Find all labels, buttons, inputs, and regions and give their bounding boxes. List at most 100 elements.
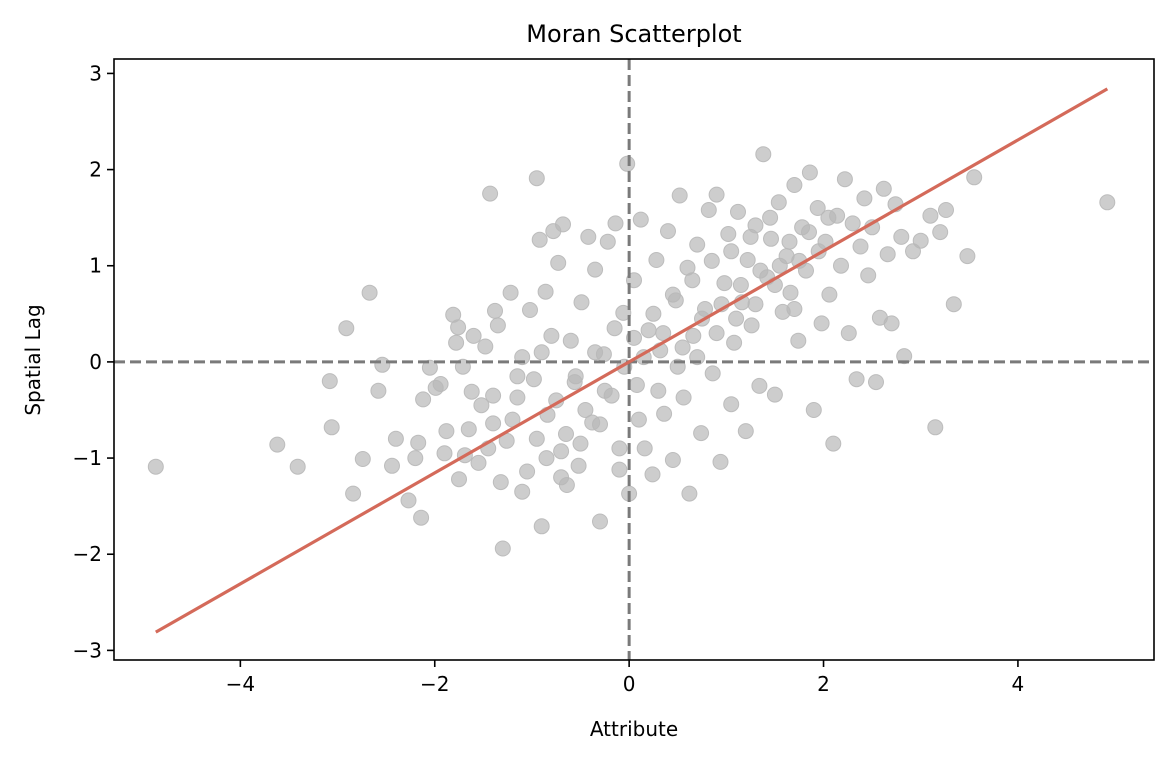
y-tick-label: −2 <box>73 542 102 566</box>
scatter-point <box>410 434 427 451</box>
scatter-point <box>587 261 604 278</box>
scatter-point <box>537 283 554 300</box>
scatter-point <box>766 386 783 403</box>
scatter-point <box>770 194 787 211</box>
scatter-point <box>387 430 404 447</box>
scatter-point <box>321 373 338 390</box>
scatter-point <box>533 518 550 535</box>
scatter-point <box>836 171 853 188</box>
scatter-point <box>1099 194 1116 211</box>
scatter-point <box>786 177 803 193</box>
scatter-point <box>844 215 861 232</box>
scatter-point <box>460 421 477 438</box>
scatter-point <box>599 233 616 250</box>
scatter-point <box>790 332 807 349</box>
fit-line-layer <box>155 87 1109 634</box>
scatter-point <box>592 416 608 433</box>
scatter-point <box>632 211 649 228</box>
scatter-point <box>945 296 962 313</box>
regression-line <box>155 87 1109 634</box>
x-tick-label: 2 <box>817 672 830 696</box>
scatter-point <box>742 228 759 245</box>
scatter-point <box>805 402 822 418</box>
scatter-point <box>656 405 673 422</box>
scatter-point <box>289 458 306 475</box>
scatter-point <box>708 325 725 342</box>
scatter-point <box>147 458 164 475</box>
scatter-point <box>587 344 604 361</box>
scatter-point <box>553 443 570 460</box>
scatter-point <box>421 359 438 376</box>
scatter-point <box>572 435 589 452</box>
x-axis-ticks: −4 −2 0 2 4 <box>226 660 1025 696</box>
scatter-point <box>519 463 536 480</box>
scatter-point <box>840 325 857 342</box>
scatter-point <box>553 469 570 486</box>
scatter-point <box>538 450 555 467</box>
scatter-point <box>752 262 769 279</box>
scatter-point <box>671 187 688 204</box>
scatter-point <box>771 257 788 274</box>
scatter-point <box>650 382 667 399</box>
scatter-point <box>494 540 511 557</box>
scatter-point <box>664 286 681 303</box>
scatter-point <box>611 461 628 478</box>
scatter-point <box>726 334 743 351</box>
scatter-point <box>801 224 817 241</box>
scatter-point <box>361 284 378 301</box>
scatter-point <box>685 327 702 344</box>
scatter-point <box>502 284 519 301</box>
scatter-point <box>809 200 826 216</box>
scatter-point <box>912 232 929 249</box>
y-tick-label: 0 <box>89 350 102 374</box>
scatter-point <box>550 254 567 271</box>
scatter-point <box>607 215 624 232</box>
scatter-point <box>747 296 764 313</box>
scatter-point <box>477 338 494 355</box>
scatter-point <box>879 246 896 263</box>
y-tick-label: −3 <box>73 638 102 662</box>
scatter-point <box>525 371 542 388</box>
scatter-point <box>509 389 526 406</box>
x-tick-label: 4 <box>1012 672 1025 696</box>
x-tick-label: −2 <box>420 672 449 696</box>
scatter-point <box>730 203 746 220</box>
scatter-point <box>813 315 830 332</box>
scatter-point <box>648 252 665 268</box>
scatter-point <box>674 339 691 356</box>
scatter-point <box>720 226 737 242</box>
x-tick-label: −4 <box>226 672 255 696</box>
scatter-point <box>640 322 657 339</box>
scatter-point <box>485 387 502 404</box>
scatter-point <box>514 483 531 500</box>
y-tick-label: −1 <box>73 446 102 470</box>
scatter-point <box>492 474 509 491</box>
scatter-point <box>370 382 387 399</box>
scatter-point <box>450 319 467 336</box>
scatter-point <box>374 356 391 373</box>
chart-title: Moran Scatterplot <box>526 20 741 48</box>
scatter-point <box>323 419 340 436</box>
scatter-point <box>543 327 560 344</box>
scatter-point <box>883 315 900 332</box>
scatter-point <box>509 368 526 385</box>
scatter-point <box>451 471 467 488</box>
scatter-point <box>660 223 676 240</box>
scatter-point <box>728 310 745 327</box>
scatter-point <box>655 325 672 342</box>
scatter-point <box>762 209 779 226</box>
scatter-point <box>522 302 538 318</box>
scatter-point <box>927 419 944 436</box>
scatter-point <box>922 207 939 224</box>
scatter-point <box>400 492 417 509</box>
scatter-point <box>893 228 910 245</box>
scatter-point <box>755 146 772 163</box>
scatter-point <box>438 423 455 440</box>
scatter-point <box>684 272 701 289</box>
scatter-point <box>703 252 720 269</box>
plot-frame <box>113 58 1155 661</box>
scatter-point <box>269 436 286 453</box>
scatter-point <box>645 305 662 322</box>
scatter-point <box>675 389 692 406</box>
scatter-point <box>848 371 865 388</box>
